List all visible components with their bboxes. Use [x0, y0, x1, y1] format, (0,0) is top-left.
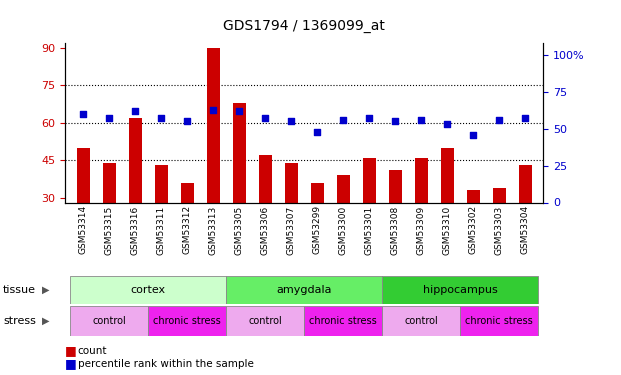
Bar [460, 306, 538, 336]
Point [234, 108, 244, 114]
Point [390, 118, 400, 124]
Bar [389, 170, 402, 272]
Bar [415, 158, 428, 272]
Text: control: control [93, 316, 126, 326]
Text: ▶: ▶ [42, 316, 49, 326]
Bar [103, 163, 116, 272]
Text: control: control [404, 316, 438, 326]
Bar [492, 188, 505, 272]
Text: ▶: ▶ [42, 285, 49, 295]
Point [156, 116, 166, 122]
Text: ■: ■ [65, 344, 77, 357]
Bar [363, 158, 376, 272]
Point [520, 116, 530, 122]
Bar [207, 48, 220, 272]
Text: amygdala: amygdala [276, 285, 332, 295]
Bar [233, 103, 246, 272]
Bar [226, 306, 304, 336]
Bar [77, 148, 90, 272]
Text: chronic stress: chronic stress [153, 316, 221, 326]
Bar [181, 183, 194, 272]
Point [286, 118, 296, 124]
Text: percentile rank within the sample: percentile rank within the sample [78, 359, 253, 369]
Text: cortex: cortex [131, 285, 166, 295]
Point [78, 111, 88, 117]
Point [416, 117, 426, 123]
Point [468, 132, 478, 138]
Bar [70, 306, 148, 336]
Text: chronic stress: chronic stress [309, 316, 377, 326]
Point [209, 106, 219, 112]
Point [494, 117, 504, 123]
Bar [148, 306, 226, 336]
Bar [310, 183, 324, 272]
Point [365, 116, 374, 122]
Bar [383, 306, 460, 336]
Point [442, 121, 452, 127]
Text: chronic stress: chronic stress [465, 316, 533, 326]
Text: control: control [248, 316, 282, 326]
Text: tissue: tissue [3, 285, 36, 295]
Point [260, 116, 270, 122]
Point [104, 116, 114, 122]
Bar [467, 190, 479, 272]
Text: hippocampus: hippocampus [423, 285, 497, 295]
Text: GDS1794 / 1369099_at: GDS1794 / 1369099_at [224, 19, 385, 33]
Bar [441, 148, 454, 272]
Bar [129, 118, 142, 272]
Text: ■: ■ [65, 357, 77, 370]
Bar [337, 175, 350, 272]
Text: count: count [78, 346, 107, 355]
Point [183, 118, 193, 124]
Point [338, 117, 348, 123]
Text: stress: stress [3, 316, 36, 326]
Bar [259, 155, 272, 272]
Bar [519, 165, 532, 272]
Bar [226, 276, 383, 304]
Point [130, 108, 140, 114]
Bar [304, 306, 383, 336]
Bar [155, 165, 168, 272]
Bar [70, 276, 226, 304]
Bar [285, 163, 298, 272]
Bar [383, 276, 538, 304]
Point [312, 129, 322, 135]
